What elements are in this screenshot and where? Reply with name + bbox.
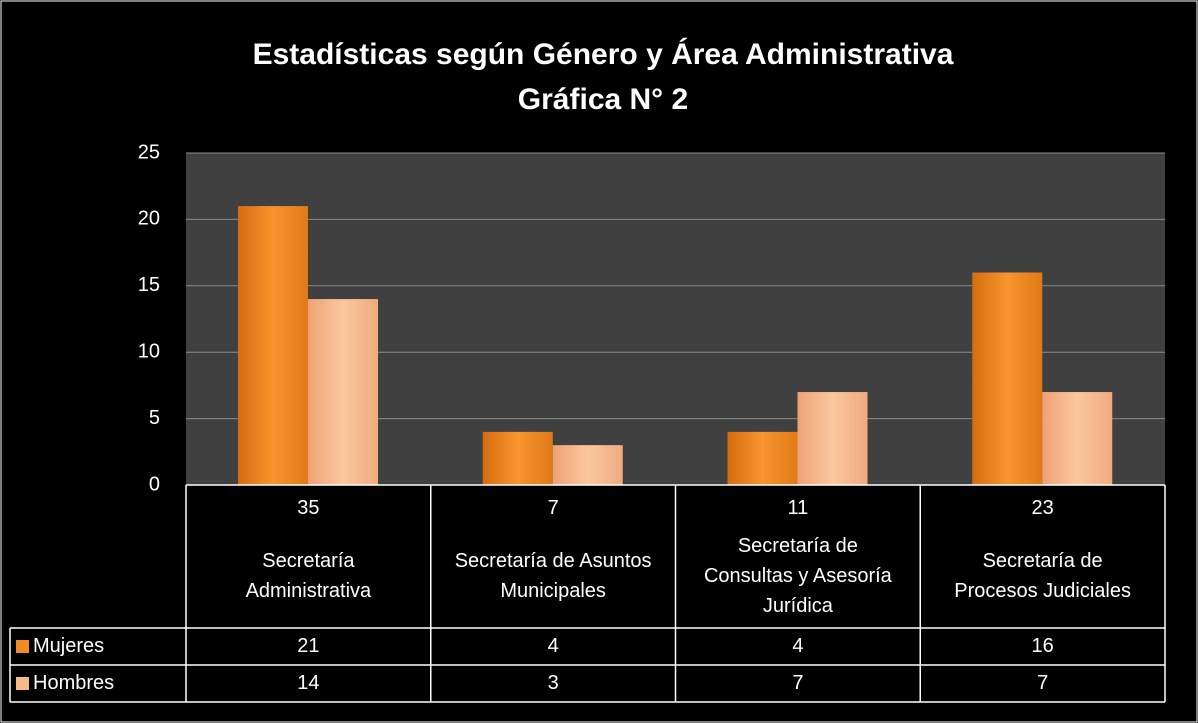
category-total: 23 (1031, 497, 1054, 519)
legend-swatch (16, 677, 29, 690)
table-value: 7 (1037, 672, 1049, 694)
chart-subtitle: Gráfica N° 2 (518, 83, 688, 116)
category-label: Secretaría de Asuntos Municipales (454, 549, 652, 602)
legend-entry: Mujeres (10, 628, 104, 665)
bar (797, 392, 868, 485)
table-value: 4 (547, 635, 559, 657)
legend-entry: Hombres (10, 665, 114, 702)
category-label: Secretaría de Procesos Judiciales (954, 549, 1131, 602)
legend-swatch (16, 640, 29, 653)
category-label: Secretaría de Consultas y Asesoría Juríd… (703, 534, 892, 617)
y-tick-label: 25 (138, 141, 160, 163)
category-total: 11 (787, 497, 809, 519)
y-tick-label: 0 (149, 473, 160, 495)
chart-title: Estadísticas según Género y Área Adminis… (253, 37, 954, 71)
table-value: 21 (297, 635, 320, 657)
bar (1042, 392, 1113, 485)
table-value: 16 (1031, 635, 1054, 657)
bar (308, 299, 378, 485)
y-tick-label: 10 (138, 340, 160, 362)
table-value: 14 (297, 672, 320, 694)
y-tick-label: 15 (138, 274, 160, 296)
category-total: 35 (297, 497, 320, 519)
y-tick-label: 20 (138, 208, 160, 230)
bar (552, 445, 623, 485)
y-tick-label: 5 (149, 407, 160, 429)
table-value: 3 (547, 672, 559, 694)
table-value: 4 (792, 635, 804, 657)
bar (482, 431, 553, 485)
legend-label: Hombres (33, 672, 115, 694)
bar (238, 206, 308, 485)
legend-label: Mujeres (33, 635, 105, 657)
bar (972, 272, 1043, 485)
category-cell: 7 Secretaría de Asuntos Municipales (431, 485, 676, 628)
table-value: 7 (792, 672, 804, 694)
category-cell: 35 Secretaría Administrativa (186, 485, 431, 628)
category-label: Secretaría Administrativa (245, 549, 372, 602)
bar (727, 431, 798, 485)
category-cell: 23 Secretaría de Procesos Judiciales (920, 485, 1165, 628)
category-cell: 11 Secretaría de Consultas y Asesoría Jur… (676, 485, 921, 628)
category-total: 7 (547, 497, 559, 519)
